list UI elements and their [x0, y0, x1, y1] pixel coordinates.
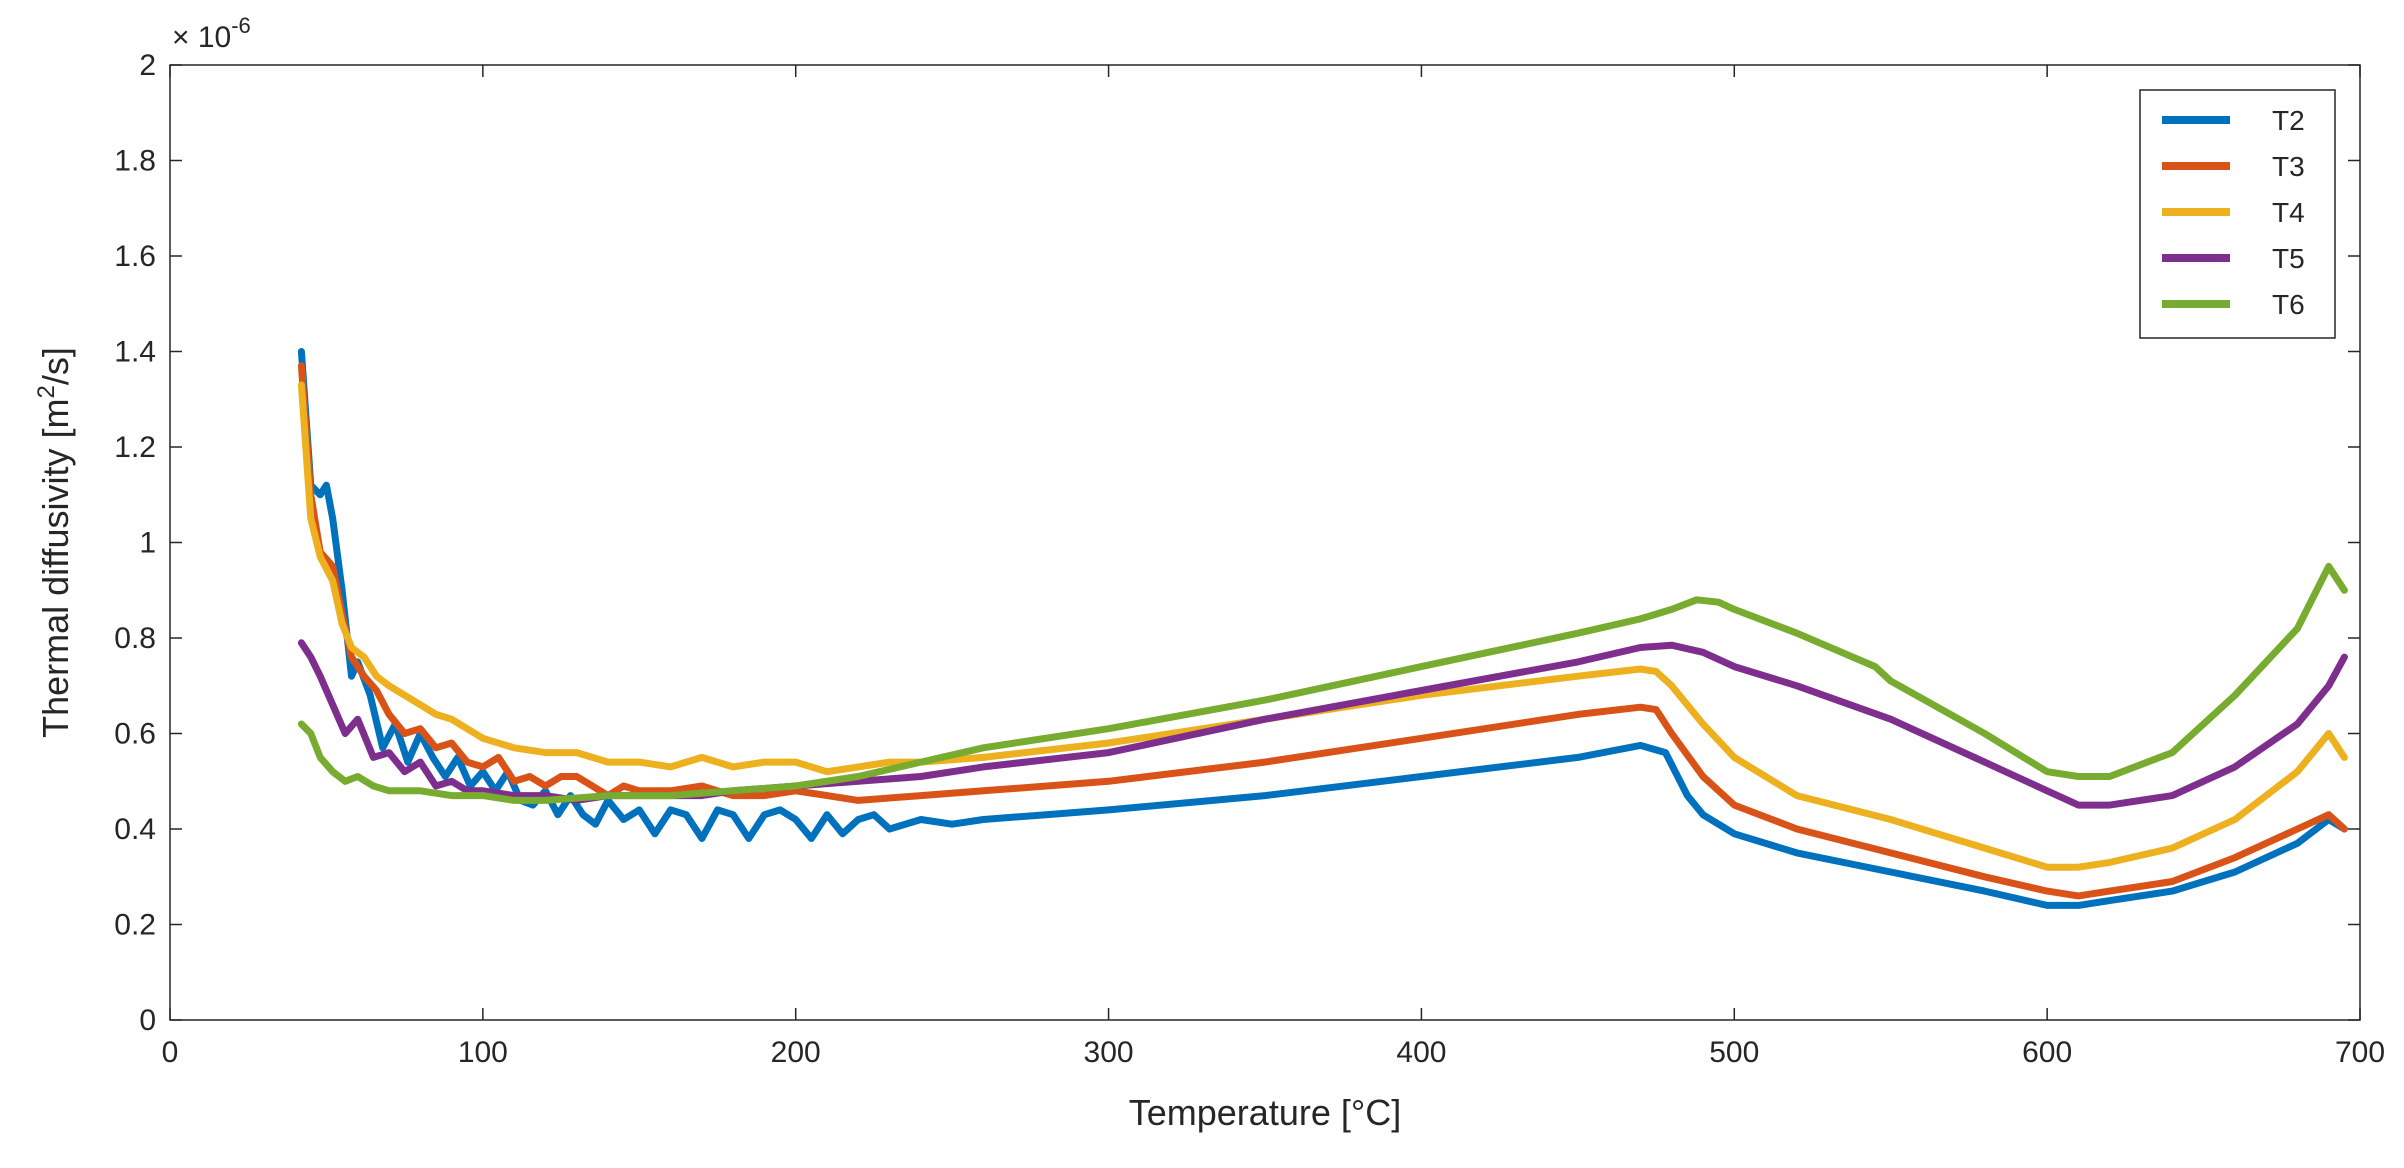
y-tick-label: 0	[139, 1004, 156, 1037]
x-tick-label: 100	[458, 1036, 508, 1069]
y-axis-label-superscript: 2	[33, 385, 60, 398]
y-tick-label: 0.4	[114, 813, 156, 846]
series-line-t2	[297, 348, 2348, 909]
y-axis-label-main: Thermal diffusivity [m	[35, 398, 76, 737]
series-line-t6	[297, 562, 2348, 804]
y-tick-label: 0.2	[114, 909, 156, 942]
y-tick-label: 1.2	[114, 431, 156, 464]
legend-label-t4: T4	[2272, 197, 2305, 228]
y-axis-label: Thermal diffusivity [m2/s]	[33, 347, 76, 738]
x-tick-label: 500	[1709, 1036, 1759, 1069]
x-tick-label: 700	[2335, 1036, 2385, 1069]
y-axis-multiplier-base: × 10	[172, 21, 231, 54]
legend-label-t6: T6	[2272, 289, 2305, 320]
y-tick-label: 1	[139, 527, 156, 560]
tick-labels: 0 100 200 300 400 500 600 700 0 0.2 0.4 0.6 0.8 1 1.2 1…	[114, 49, 2385, 1069]
legend-label-t5: T5	[2272, 243, 2305, 274]
series-layer	[297, 348, 2348, 909]
x-tick-label: 600	[2022, 1036, 2072, 1069]
y-axis-multiplier-exponent: -6	[231, 13, 251, 38]
y-tick-label: 0.6	[114, 718, 156, 751]
legend-label-t2: T2	[2272, 105, 2305, 136]
plot-frame	[169, 64, 2361, 1021]
y-tick-label: 1.6	[114, 240, 156, 273]
y-axis-label-end: /s]	[35, 347, 76, 385]
legend-label-t3: T3	[2272, 151, 2305, 182]
y-tick-label: 2	[139, 49, 156, 82]
x-tick-label: 0	[162, 1036, 179, 1069]
series-line-t4	[297, 381, 2348, 871]
x-tick-label: 300	[1084, 1036, 1134, 1069]
y-axis-multiplier: × 10-6	[172, 13, 251, 54]
y-tick-label: 0.8	[114, 622, 156, 655]
legend: T2 T3 T4 T5 T6	[2139, 89, 2336, 339]
x-tick-label: 400	[1396, 1036, 1446, 1069]
x-tick-label: 200	[771, 1036, 821, 1069]
x-axis-label: Temperature [°C]	[1129, 1092, 1402, 1133]
y-tick-label: 1.8	[114, 145, 156, 178]
y-tick-label: 1.4	[114, 336, 156, 369]
